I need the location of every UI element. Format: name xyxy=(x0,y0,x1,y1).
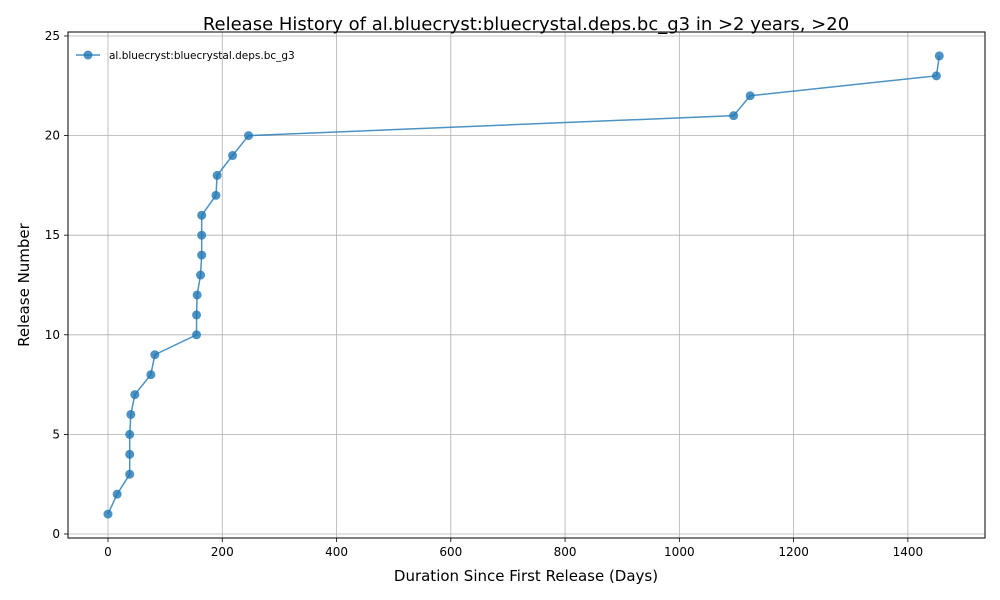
data-point xyxy=(934,51,944,61)
legend: al.bluecryst:bluecrystal.deps.bc_g3 xyxy=(76,50,295,62)
data-point xyxy=(745,91,755,101)
y-axis-label: Release Number xyxy=(15,222,33,346)
data-point xyxy=(103,509,113,519)
series-layer xyxy=(103,51,944,519)
data-point xyxy=(192,290,202,300)
x-axis-label: Duration Since First Release (Days) xyxy=(394,567,658,585)
axis-ticks: 0 200 400 600 800 1000 1200 1400 0 5 10 15 20 25 xyxy=(45,29,923,559)
legend-series-label: al.bluecryst:bluecrystal.deps.bc_g3 xyxy=(109,50,295,62)
plot-background xyxy=(68,32,985,538)
data-point xyxy=(130,390,140,400)
data-point xyxy=(197,250,207,260)
data-point xyxy=(125,429,135,439)
x-tick-label: 0 xyxy=(104,545,112,559)
x-tick-label: 800 xyxy=(554,545,577,559)
data-point xyxy=(931,71,941,81)
data-point xyxy=(211,190,221,200)
data-point xyxy=(150,350,160,360)
data-point xyxy=(197,230,207,240)
data-point xyxy=(192,330,202,340)
y-tick-label: 25 xyxy=(45,29,60,43)
x-tick-label: 600 xyxy=(439,545,462,559)
plot-frame xyxy=(67,31,986,539)
data-point xyxy=(212,170,222,180)
data-point xyxy=(192,310,202,320)
y-tick-label: 20 xyxy=(45,129,60,143)
data-point xyxy=(228,151,238,161)
data-point xyxy=(197,210,207,220)
legend-point-marker xyxy=(83,50,93,60)
data-point xyxy=(729,111,739,121)
x-tick-label: 400 xyxy=(325,545,348,559)
data-point xyxy=(244,131,254,141)
x-tick-label: 200 xyxy=(211,545,234,559)
x-tick-label: 1400 xyxy=(893,545,924,559)
data-point xyxy=(146,370,156,380)
data-point xyxy=(125,449,135,459)
data-point xyxy=(125,469,135,479)
y-tick-label: 5 xyxy=(52,427,60,441)
y-tick-label: 15 xyxy=(45,228,60,242)
x-tick-label: 1000 xyxy=(664,545,695,559)
y-tick-label: 10 xyxy=(45,328,60,342)
data-point xyxy=(126,409,136,419)
data-point xyxy=(196,270,206,280)
grid-lines xyxy=(68,32,985,538)
chart-title: Release History of al.bluecryst:bluecrys… xyxy=(203,14,849,35)
x-tick-label: 1200 xyxy=(778,545,809,559)
y-tick-label: 0 xyxy=(52,527,60,541)
data-point xyxy=(112,489,122,499)
